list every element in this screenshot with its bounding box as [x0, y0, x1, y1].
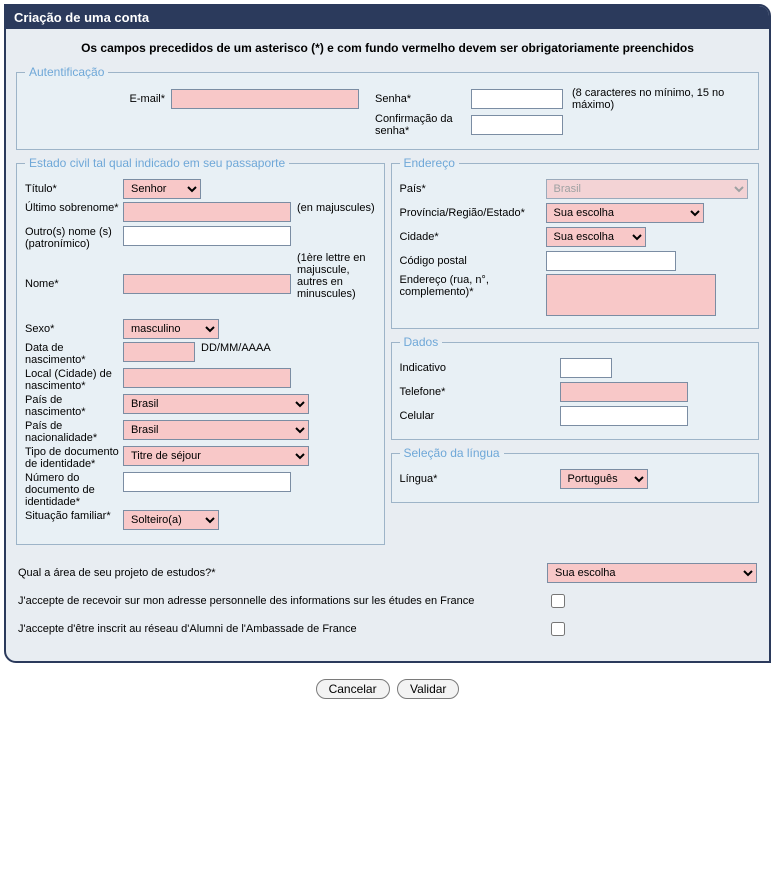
prov-label: Província/Região/Estado*	[400, 207, 546, 219]
bottom-section: Qual a área de seu projeto de estudos?* …	[16, 559, 759, 643]
indicativo-label: Indicativo	[400, 362, 560, 374]
numdoc-input[interactable]	[123, 472, 291, 492]
endereco-legend: Endereço	[400, 156, 459, 170]
datanasc-label: Data de nascimento*	[25, 342, 123, 366]
sobrenome-input[interactable]	[123, 202, 291, 222]
civil-legend: Estado civil tal qual indicado em seu pa…	[25, 156, 289, 170]
lingua-label: Língua*	[400, 473, 560, 485]
sexo-label: Sexo*	[25, 323, 123, 335]
lingua-legend: Seleção da língua	[400, 446, 504, 460]
instruction-text: Os campos precedidos de um asterisco (*)…	[16, 35, 759, 65]
area-label: Qual a área de seu projeto de estudos?*	[18, 567, 547, 579]
pais-label: País*	[400, 183, 546, 195]
lingua-fieldset: Seleção da língua Língua* Português	[391, 446, 760, 503]
datanasc-hint: DD/MM/AAAA	[201, 342, 376, 354]
pais-select: Brasil	[546, 179, 748, 199]
civil-fieldset: Estado civil tal qual indicado em seu pa…	[16, 156, 385, 545]
localnasc-label: Local (Cidade) de nascimento*	[25, 368, 123, 392]
nome-label: Nome*	[25, 278, 123, 290]
telefone-input[interactable]	[560, 382, 688, 402]
email-label: E-mail*	[25, 93, 171, 105]
auth-fieldset: Autentificação E-mail* Senha* (8 caracte…	[16, 65, 759, 150]
paisnasc-label: País de nascimento*	[25, 394, 123, 418]
indicativo-input[interactable]	[560, 358, 612, 378]
confirm-label: Confirmação da senha*	[361, 113, 471, 137]
dados-fieldset: Dados Indicativo Telefone* Celular	[391, 335, 760, 440]
telefone-label: Telefone*	[400, 386, 560, 398]
localnasc-input[interactable]	[123, 368, 291, 388]
nacional-select[interactable]: Brasil	[123, 420, 309, 440]
lingua-select[interactable]: Português	[560, 469, 648, 489]
nome-hint: (1ère lettre en majuscule, autres en min…	[297, 252, 376, 300]
validate-button[interactable]: Validar	[397, 679, 459, 699]
nome-input[interactable]	[123, 274, 291, 294]
endereco-fieldset: Endereço País* Brasil Província/Região/E…	[391, 156, 760, 329]
accept2-checkbox[interactable]	[551, 622, 565, 636]
button-bar: Cancelar Validar	[0, 667, 775, 711]
panel-title: Criação de uma conta	[6, 6, 769, 29]
paisnasc-select[interactable]: Brasil	[123, 394, 309, 414]
account-creation-panel: Criação de uma conta Os campos precedido…	[4, 4, 771, 663]
sobrenome-hint: (en majuscules)	[297, 202, 376, 214]
accept1-checkbox[interactable]	[551, 594, 565, 608]
auth-legend: Autentificação	[25, 65, 108, 79]
outros-label: Outro(s) nome (s) (patronímico)	[25, 226, 123, 250]
cidade-select[interactable]: Sua escolha	[546, 227, 646, 247]
senha-label: Senha*	[361, 93, 471, 105]
situacao-select[interactable]: Solteiro(a)	[123, 510, 219, 530]
titulo-select[interactable]: Senhor	[123, 179, 201, 199]
dados-legend: Dados	[400, 335, 443, 349]
senha-input[interactable]	[471, 89, 563, 109]
sexo-select[interactable]: masculino	[123, 319, 219, 339]
rua-label: Endereço (rua, n°, complemento)*	[400, 274, 546, 298]
datanasc-input[interactable]	[123, 342, 195, 362]
numdoc-label: Número do documento de identidade*	[25, 472, 123, 508]
accept2-label: J'accepte d'être inscrit au réseau d'Alu…	[18, 623, 547, 635]
cancel-button[interactable]: Cancelar	[316, 679, 390, 699]
outros-input[interactable]	[123, 226, 291, 246]
tipodoc-select[interactable]: Titre de séjour	[123, 446, 309, 466]
codpostal-label: Código postal	[400, 255, 546, 267]
celular-label: Celular	[400, 410, 560, 422]
senha-hint: (8 caracteres no mínimo, 15 no máximo)	[566, 87, 750, 111]
titulo-label: Título*	[25, 183, 123, 195]
area-select[interactable]: Sua escolha	[547, 563, 757, 583]
prov-select[interactable]: Sua escolha	[546, 203, 704, 223]
cidade-label: Cidade*	[400, 231, 546, 243]
codpostal-input[interactable]	[546, 251, 676, 271]
situacao-label: Situação familiar*	[25, 510, 123, 522]
rua-textarea[interactable]	[546, 274, 716, 316]
panel-body: Os campos precedidos de um asterisco (*)…	[6, 29, 769, 661]
celular-input[interactable]	[560, 406, 688, 426]
confirm-senha-input[interactable]	[471, 115, 563, 135]
sobrenome-label: Último sobrenome*	[25, 202, 123, 214]
nacional-label: País de nacionalidade*	[25, 420, 123, 444]
accept1-label: J'accepte de recevoir sur mon adresse pe…	[18, 595, 547, 607]
email-input[interactable]	[171, 89, 359, 109]
tipodoc-label: Tipo de documento de identidade*	[25, 446, 123, 470]
